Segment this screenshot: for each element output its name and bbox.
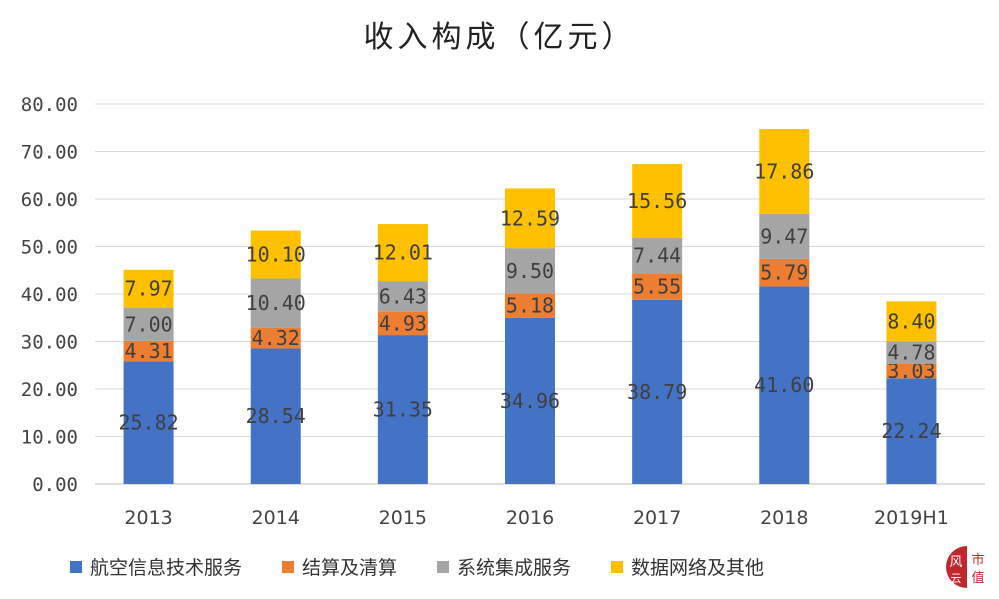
svg-text:风: 风 [949, 555, 962, 570]
bar-segment [250, 327, 301, 349]
svg-text:值: 值 [971, 570, 984, 586]
x-tick-label: 2014 [252, 507, 300, 529]
bar-segment [759, 258, 810, 287]
legend: 航空信息技术服务 结算及清算 系统集成服务 数据网络及其他 [70, 553, 764, 580]
x-tick-label: 2017 [633, 507, 681, 529]
y-tick-label: 40.00 [21, 284, 78, 306]
data-label: 41.60 [754, 373, 814, 397]
bar-segment [886, 363, 937, 379]
data-label: 9.50 [506, 259, 554, 283]
legend-item: 系统集成服务 [437, 553, 571, 580]
data-label: 5.55 [633, 275, 681, 299]
legend-swatch [282, 560, 295, 573]
bar-segment [377, 311, 428, 336]
x-tick-label: 2019H1 [874, 507, 949, 529]
data-label: 4.32 [252, 326, 300, 350]
data-label: 10.40 [246, 291, 306, 315]
data-label: 34.96 [500, 389, 560, 413]
bar-segment [886, 341, 937, 364]
bar-segment [505, 317, 555, 484]
bar-segment [250, 230, 301, 279]
data-label: 4.78 [887, 341, 935, 365]
bar-segment [886, 301, 937, 342]
x-tick-label: 2016 [506, 507, 554, 529]
legend-swatch [437, 560, 450, 573]
legend-item: 数据网络及其他 [611, 553, 764, 580]
chart-title: 收入构成（亿元） [363, 20, 636, 55]
legend-label: 系统集成服务 [457, 557, 572, 579]
bar-segment [123, 269, 174, 308]
bar-segment [377, 335, 428, 484]
legend-label: 结算及清算 [302, 557, 398, 579]
bar-segment [632, 299, 683, 484]
data-label: 7.97 [124, 277, 172, 301]
bar-segment [632, 238, 683, 274]
data-label: 4.93 [379, 311, 427, 335]
bar-segment [886, 378, 937, 484]
bar-segment [632, 164, 683, 239]
bar-segment [759, 129, 810, 214]
data-label: 7.44 [633, 244, 681, 268]
bar-segment [123, 361, 174, 484]
bar-segment [250, 278, 301, 328]
bar-segment [759, 286, 810, 484]
bar-segment [377, 224, 428, 282]
x-tick-label: 2013 [124, 507, 172, 529]
bar-segment [123, 307, 174, 341]
data-label: 15.56 [627, 189, 687, 213]
y-tick-label: 50.00 [21, 237, 78, 259]
svg-text:云: 云 [951, 572, 962, 585]
bar-segment [250, 348, 301, 484]
x-tick-label: 2018 [760, 507, 808, 529]
bar-segment [632, 273, 683, 300]
data-label: 12.59 [500, 206, 560, 230]
data-label: 12.01 [373, 241, 433, 265]
svg-text:市: 市 [971, 552, 984, 568]
bar-segment [505, 248, 555, 294]
data-label: 5.79 [760, 261, 808, 285]
data-label: 7.00 [124, 312, 172, 336]
data-label: 31.35 [373, 398, 433, 422]
legend-swatch [70, 560, 82, 573]
legend-item: 航空信息技术服务 [70, 553, 242, 580]
bar-segment [505, 188, 555, 249]
data-label: 4.31 [124, 339, 172, 363]
data-label: 28.54 [246, 404, 306, 428]
data-label: 17.86 [754, 159, 814, 183]
data-label: 10.10 [246, 243, 306, 267]
data-label: 38.79 [627, 380, 687, 404]
y-tick-label: 60.00 [21, 189, 78, 211]
bar-segment [505, 293, 555, 318]
data-label: 8.40 [887, 309, 935, 333]
data-label: 6.43 [379, 284, 427, 308]
y-tick-label: 70.00 [21, 142, 78, 164]
legend-swatch [611, 560, 624, 573]
data-label: 9.47 [760, 224, 808, 248]
brand-logo: 风 云 市 值 [944, 544, 990, 590]
data-label: 25.82 [118, 411, 178, 435]
legend-label: 航空信息技术服务 [90, 557, 243, 579]
y-tick-label: 0.00 [32, 474, 78, 496]
y-tick-label: 30.00 [21, 332, 78, 354]
bar-segment [123, 340, 174, 362]
legend-item: 结算及清算 [282, 553, 397, 580]
bar-segment [377, 281, 428, 312]
x-tick-label: 2015 [379, 507, 427, 529]
y-tick-label: 20.00 [21, 379, 78, 401]
y-tick-label: 80.00 [21, 94, 78, 116]
data-label: 22.24 [881, 419, 941, 443]
bar-segment [759, 213, 810, 259]
legend-label: 数据网络及其他 [631, 557, 765, 579]
data-label: 5.18 [506, 294, 554, 318]
y-tick-label: 10.00 [21, 427, 78, 449]
